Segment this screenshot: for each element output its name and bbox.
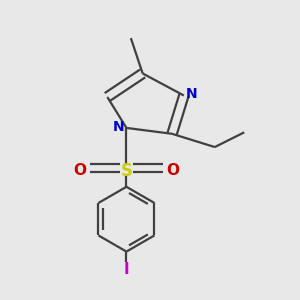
Text: I: I	[124, 262, 129, 277]
Text: N: N	[112, 120, 124, 134]
Text: O: O	[167, 163, 179, 178]
Text: S: S	[120, 162, 132, 180]
Text: N: N	[185, 87, 197, 101]
Text: O: O	[74, 163, 86, 178]
